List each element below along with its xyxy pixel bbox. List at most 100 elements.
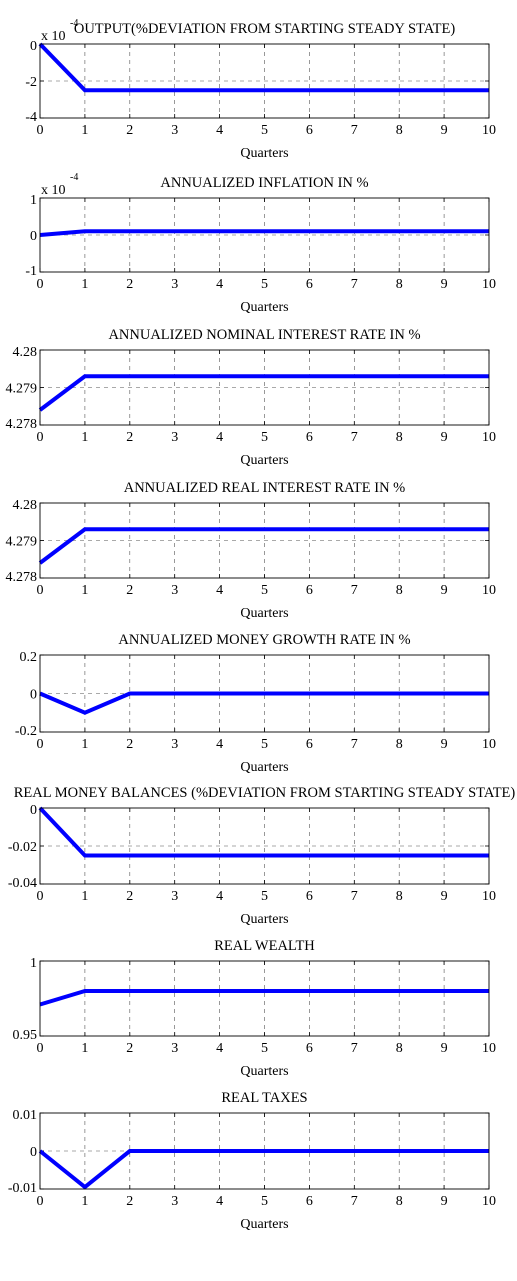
x-tick-label: 0 — [37, 737, 44, 752]
axes-frame — [39, 197, 490, 273]
chart-title: ANNUALIZED MONEY GROWTH RATE IN % — [118, 632, 410, 648]
y-tick-label: 0.2 — [20, 650, 38, 665]
x-tick-label: 0 — [37, 583, 44, 598]
x-tick-label: 2 — [126, 1194, 133, 1209]
x-tick-label: 1 — [81, 1194, 88, 1209]
y-tick-label: -0.04 — [8, 876, 37, 891]
x-tick-label: 8 — [396, 737, 403, 752]
x-tick-label: 4 — [216, 737, 223, 752]
x-tick-label: 3 — [171, 1041, 178, 1056]
x-tick-label: 7 — [351, 123, 358, 138]
x-tick-label: 6 — [306, 123, 313, 138]
y-tick-label: 0.95 — [13, 1028, 38, 1043]
x-tick-label: 7 — [351, 430, 358, 445]
x-tick-label: 3 — [171, 583, 178, 598]
x-tick-label: 10 — [482, 123, 496, 138]
chart-title: ANNUALIZED REAL INTEREST RATE IN % — [124, 480, 406, 496]
x-axis-label: Quarters — [240, 760, 288, 775]
axes-frame — [39, 654, 490, 733]
x-tick-label: 9 — [441, 430, 448, 445]
x-tick-label: 3 — [171, 889, 178, 904]
x-tick-label: 4 — [216, 1194, 223, 1209]
x-tick-label: 1 — [81, 737, 88, 752]
x-tick-label: 4 — [216, 430, 223, 445]
y-tick-label: 4.28 — [13, 498, 38, 513]
x-tick-label: 8 — [396, 277, 403, 292]
x-axis-label: Quarters — [240, 1064, 288, 1079]
x-tick-label: 8 — [396, 430, 403, 445]
x-tick-label: 9 — [441, 1194, 448, 1209]
x-tick-label: 2 — [126, 430, 133, 445]
y-tick-label: 0 — [30, 688, 37, 703]
y-exponent-power: -4 — [70, 172, 78, 183]
x-tick-label: 3 — [171, 737, 178, 752]
chart-title: REAL MONEY BALANCES (%DEVIATION FROM STA… — [14, 785, 516, 801]
x-tick-label: 1 — [81, 123, 88, 138]
subplot-4: 0 1 2 3 4 5 6 7 8 9 10 4.28 4.279 4.278 ANNUALIZED REA… — [6, 480, 497, 621]
axes-frame — [39, 43, 490, 119]
x-tick-label: 6 — [306, 277, 313, 292]
x-tick-label: 0 — [37, 277, 44, 292]
x-tick-label: 10 — [482, 889, 496, 904]
chart-title: OUTPUT(%DEVIATION FROM STARTING STEADY S… — [74, 21, 455, 37]
x-tick-label: 2 — [126, 737, 133, 752]
y-exponent-base: x 10 — [41, 29, 66, 44]
x-tick-label: 5 — [261, 583, 268, 598]
axes-frame — [39, 1112, 490, 1190]
x-tick-label: 5 — [261, 430, 268, 445]
x-tick-label: 6 — [306, 583, 313, 598]
x-tick-label: 5 — [261, 889, 268, 904]
x-tick-label: 9 — [441, 583, 448, 598]
subplot-6: 0 1 2 3 4 5 6 7 8 9 10 0 -0.02 -0.04 REAL MONEY BALANC… — [8, 785, 516, 927]
x-tick-label: 7 — [351, 889, 358, 904]
x-tick-label: 9 — [441, 1041, 448, 1056]
x-axis-label: Quarters — [240, 453, 288, 468]
chart-title: REAL WEALTH — [214, 938, 315, 954]
y-tick-label: 4.279 — [6, 382, 38, 397]
y-tick-label: -4 — [25, 110, 37, 125]
x-tick-label: 8 — [396, 123, 403, 138]
x-tick-label: 3 — [171, 123, 178, 138]
subplot-1: 0 1 2 3 4 5 6 7 8 9 100-2-4x 10-4OUTPUT(%DEVIATION… — [25, 18, 496, 161]
x-tick-label: 10 — [482, 737, 496, 752]
y-tick-label: 0 — [30, 39, 37, 54]
y-exponent-power: -4 — [70, 18, 78, 29]
x-tick-label: 2 — [126, 123, 133, 138]
y-tick-label: 0.01 — [13, 1108, 38, 1123]
x-tick-label: 4 — [216, 277, 223, 292]
y-tick-label: -0.2 — [15, 724, 37, 739]
x-tick-label: 0 — [37, 889, 44, 904]
x-tick-label: 10 — [482, 583, 496, 598]
x-tick-label: 6 — [306, 1194, 313, 1209]
x-axis-label: Quarters — [240, 146, 288, 161]
x-tick-label: 1 — [81, 1041, 88, 1056]
x-tick-label: 6 — [306, 737, 313, 752]
x-tick-label: 1 — [81, 430, 88, 445]
x-tick-label: 4 — [216, 889, 223, 904]
x-tick-label: 8 — [396, 889, 403, 904]
x-tick-label: 7 — [351, 277, 358, 292]
x-tick-label: 4 — [216, 1041, 223, 1056]
x-tick-label: 7 — [351, 583, 358, 598]
x-tick-label: 7 — [351, 737, 358, 752]
x-tick-label: 6 — [306, 889, 313, 904]
x-tick-label: 1 — [81, 583, 88, 598]
y-tick-label: 4.279 — [6, 535, 38, 550]
plot-area — [40, 961, 489, 1036]
y-tick-label: 1 — [30, 956, 37, 971]
x-tick-label: 3 — [171, 430, 178, 445]
x-axis-label: Quarters — [240, 912, 288, 927]
y-tick-label: 1 — [30, 193, 37, 208]
y-tick-label: -0.01 — [8, 1181, 37, 1196]
x-tick-label: 5 — [261, 1041, 268, 1056]
x-tick-label: 5 — [261, 737, 268, 752]
x-tick-label: 1 — [81, 277, 88, 292]
y-tick-label: -2 — [25, 75, 37, 90]
y-tick-label: 4.278 — [6, 570, 38, 585]
axes-frame — [39, 502, 490, 579]
chart-title: ANNUALIZED NOMINAL INTEREST RATE IN % — [108, 327, 420, 343]
chart-title: ANNUALIZED INFLATION IN % — [160, 175, 368, 191]
